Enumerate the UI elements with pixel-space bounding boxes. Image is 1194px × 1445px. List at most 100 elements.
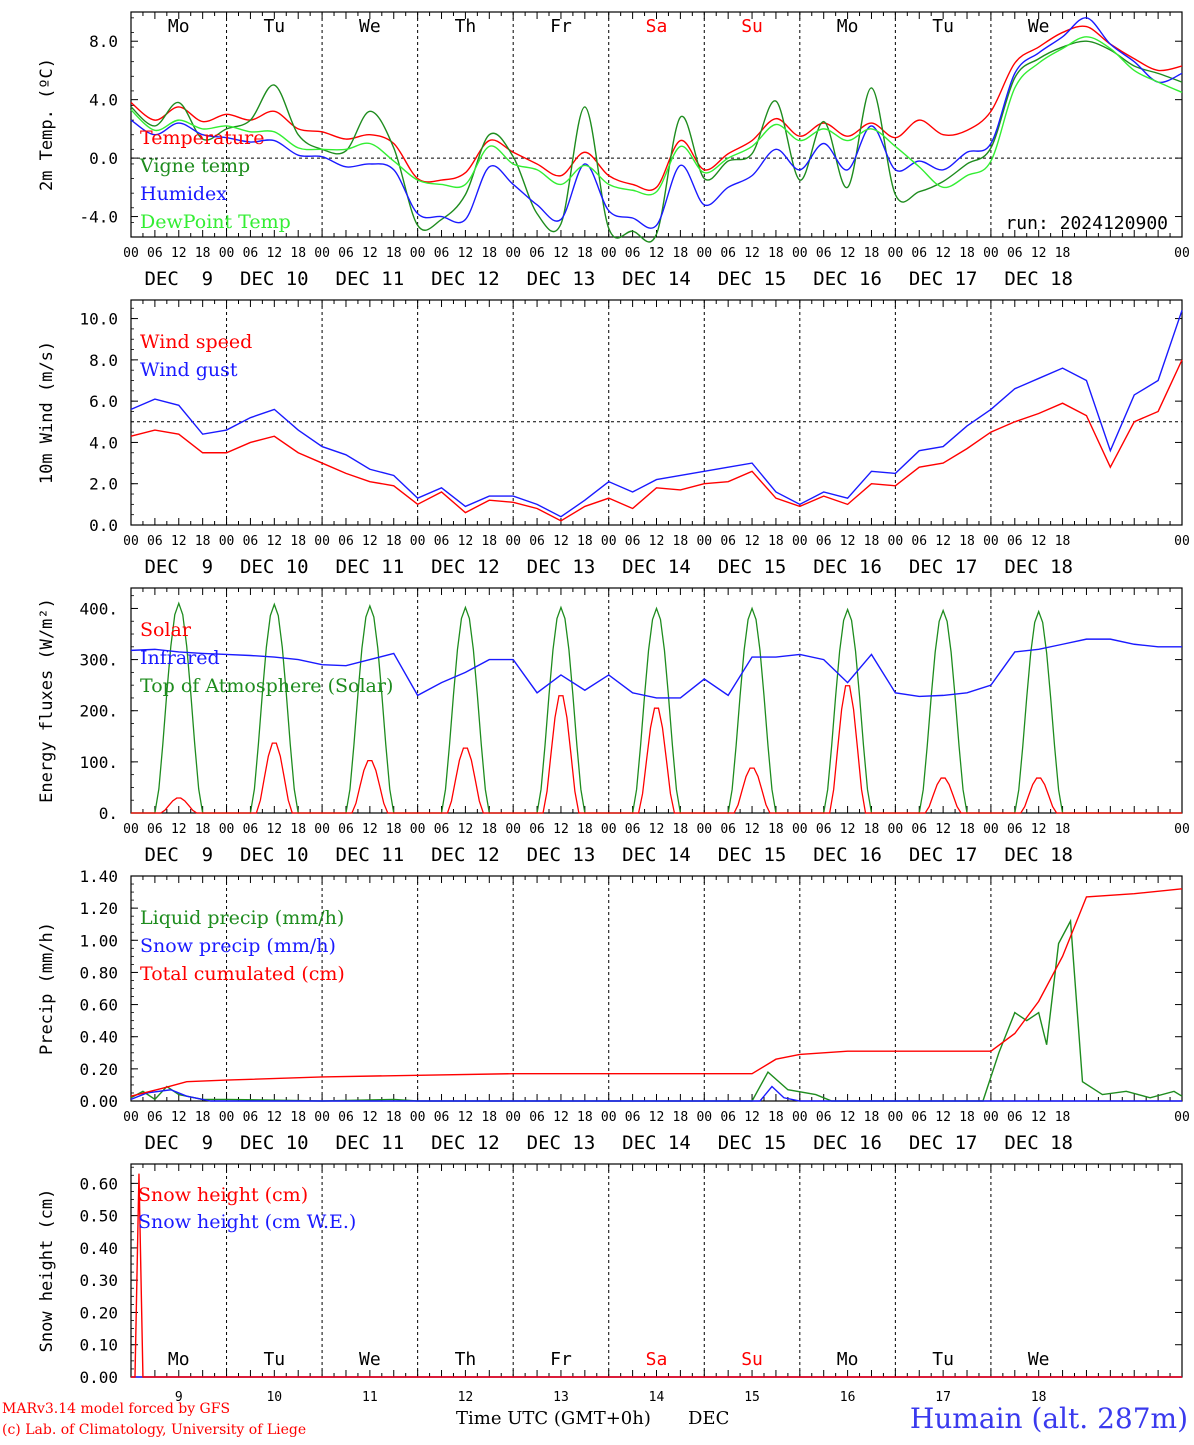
hour-tick-label: 00 bbox=[1174, 246, 1190, 261]
hour-tick-label: 18 bbox=[386, 1110, 402, 1125]
series-line-snow-precip-mm-h bbox=[130, 1085, 1182, 1102]
hour-tick-label: 18 bbox=[577, 534, 593, 549]
hour-tick-label: 18 bbox=[195, 1110, 211, 1125]
hour-tick-label: 12 bbox=[458, 822, 474, 837]
hour-tick-label: 00 bbox=[983, 534, 999, 549]
panel-precip: 0.00 0.20 0.40 0.60 0.80 1.00 1.20 1.40 Precip (… bbox=[37, 867, 1183, 1111]
hour-tick-label: 12 bbox=[744, 822, 760, 837]
hour-tick-label: 00 bbox=[696, 246, 712, 261]
hour-tick-label: 18 bbox=[1055, 1110, 1071, 1125]
y-tick-label: 1.40 bbox=[79, 867, 118, 886]
legend-entry: Vigne temp bbox=[139, 155, 250, 177]
y-tick-label: 300. bbox=[79, 651, 118, 670]
y-tick-label: 0.50 bbox=[79, 1207, 118, 1226]
hour-tick-label: 06 bbox=[911, 534, 927, 549]
date-label: DEC 17 bbox=[909, 556, 978, 578]
legend-entry: DewPoint Temp bbox=[140, 211, 291, 233]
hour-tick-label: 06 bbox=[816, 246, 832, 261]
hour-tick-label: 00 bbox=[792, 1110, 808, 1125]
hour-tick-label: 18 bbox=[290, 822, 306, 837]
day-name-label: Th bbox=[455, 1349, 477, 1370]
date-label: DEC 18 bbox=[1004, 556, 1073, 578]
hour-tick-label: 00 bbox=[410, 822, 426, 837]
date-label: DEC 9 bbox=[144, 556, 213, 578]
y-tick-label: 4.0 bbox=[89, 433, 118, 452]
date-label: DEC 11 bbox=[336, 556, 405, 578]
day-name-label: We bbox=[359, 1349, 381, 1370]
y-tick-label: 0.30 bbox=[79, 1271, 118, 1290]
hour-tick-label: 18 bbox=[1055, 534, 1071, 549]
legend-entry: Wind speed bbox=[140, 331, 252, 353]
hour-tick-label: 00 bbox=[1174, 534, 1190, 549]
hour-tick-label: 00 bbox=[505, 1110, 521, 1125]
day-number-label: 9 bbox=[175, 1390, 183, 1405]
hour-tick-label: 06 bbox=[147, 1110, 163, 1125]
legend-entry: Snow precip (mm/h) bbox=[140, 935, 336, 957]
hour-tick-label: 00 bbox=[314, 246, 330, 261]
date-label: DEC 18 bbox=[1004, 1132, 1073, 1154]
day-name-label: Th bbox=[455, 16, 477, 37]
date-label: DEC 14 bbox=[622, 1132, 691, 1154]
hour-tick-label: 00 bbox=[314, 534, 330, 549]
series-line-humidex bbox=[130, 17, 1183, 229]
hour-tick-label: 18 bbox=[673, 822, 689, 837]
day-number-label: 16 bbox=[840, 1390, 856, 1405]
day-names: Mo Tu We Th Fr Sa Su Mo Tu We bbox=[168, 16, 1050, 37]
hour-tick-label: 12 bbox=[458, 246, 474, 261]
date-label: DEC 15 bbox=[718, 268, 787, 290]
hour-tick-label: 00 bbox=[505, 534, 521, 549]
date-label: DEC 9 bbox=[144, 1132, 213, 1154]
plot-frame bbox=[130, 587, 1183, 814]
date-label: DEC 11 bbox=[336, 268, 405, 290]
hour-tick-label: 12 bbox=[553, 246, 569, 261]
day-name-label: We bbox=[359, 16, 381, 37]
hour-tick-label: 12 bbox=[362, 1110, 378, 1125]
hour-tick-label: 12 bbox=[649, 1110, 665, 1125]
date-label: DEC 16 bbox=[813, 844, 882, 866]
date-label: DEC 12 bbox=[431, 268, 500, 290]
hour-tick-label: 18 bbox=[864, 1110, 880, 1125]
hour-tick-label: 06 bbox=[625, 246, 641, 261]
date-label: DEC 16 bbox=[813, 268, 882, 290]
hour-tick-label: 12 bbox=[266, 534, 282, 549]
day-name-label: We bbox=[1028, 1349, 1050, 1370]
date-label: DEC 13 bbox=[527, 1132, 596, 1154]
date-label: DEC 12 bbox=[431, 844, 500, 866]
hour-tick-label: 00 bbox=[792, 246, 808, 261]
y-tick-label: 0.20 bbox=[79, 1303, 118, 1322]
hour-tick-label: 12 bbox=[1031, 822, 1047, 837]
hour-tick-label: 00 bbox=[792, 822, 808, 837]
y-tick-label: 0.00 bbox=[79, 1092, 118, 1111]
date-label: DEC 10 bbox=[240, 1132, 309, 1154]
y-tick-label: 1.20 bbox=[79, 899, 118, 918]
legend-entry: Wind gust bbox=[140, 359, 238, 381]
hour-tick-label: 12 bbox=[266, 246, 282, 261]
y-tick-label: 10.0 bbox=[79, 310, 118, 329]
hour-tick-label: 12 bbox=[935, 1110, 951, 1125]
hour-tick-label: 06 bbox=[529, 534, 545, 549]
hour-tick-label: 06 bbox=[529, 822, 545, 837]
day-name-label: Su bbox=[741, 1349, 763, 1370]
date-label: DEC 11 bbox=[336, 1132, 405, 1154]
legend-entry: Humidex bbox=[140, 183, 227, 205]
hour-tick-labels: 00 06 12 18 00 06 12 18 00 06 12 18 00 06 12 18 00 06 12 18… bbox=[123, 246, 1190, 261]
hour-tick-label: 00 bbox=[410, 1110, 426, 1125]
hour-tick-label: 12 bbox=[840, 822, 856, 837]
hour-tick-label: 00 bbox=[888, 534, 904, 549]
hour-tick-label: 18 bbox=[673, 246, 689, 261]
y-tick-label: 0.20 bbox=[79, 1060, 118, 1079]
date-label: DEC 17 bbox=[909, 844, 978, 866]
hour-tick-label: 00 bbox=[888, 246, 904, 261]
hour-tick-label: 06 bbox=[625, 1110, 641, 1125]
legend-entry: Temperature bbox=[140, 127, 264, 149]
panel-temp: -4.0 0.0 4.0 8.0 2m Temp. (ºC) bbox=[37, 11, 1183, 243]
day-name-label: Mo bbox=[168, 1349, 190, 1370]
day-name-label: Tu bbox=[263, 16, 285, 37]
panel-wind: 0.0 2.0 4.0 6.0 8.0 10.0 10m Wind (m/s) bbox=[37, 299, 1183, 535]
day-name-label: Sa bbox=[646, 1349, 668, 1370]
y-tick-label: 8.0 bbox=[89, 351, 118, 370]
hour-tick-label: 18 bbox=[959, 1110, 975, 1125]
series-line-snow-height-cm bbox=[131, 1173, 1182, 1378]
legend-precip: Liquid precip (mm/h) Snow precip (mm/h) To… bbox=[140, 907, 345, 985]
hour-tick-label: 12 bbox=[744, 1110, 760, 1125]
